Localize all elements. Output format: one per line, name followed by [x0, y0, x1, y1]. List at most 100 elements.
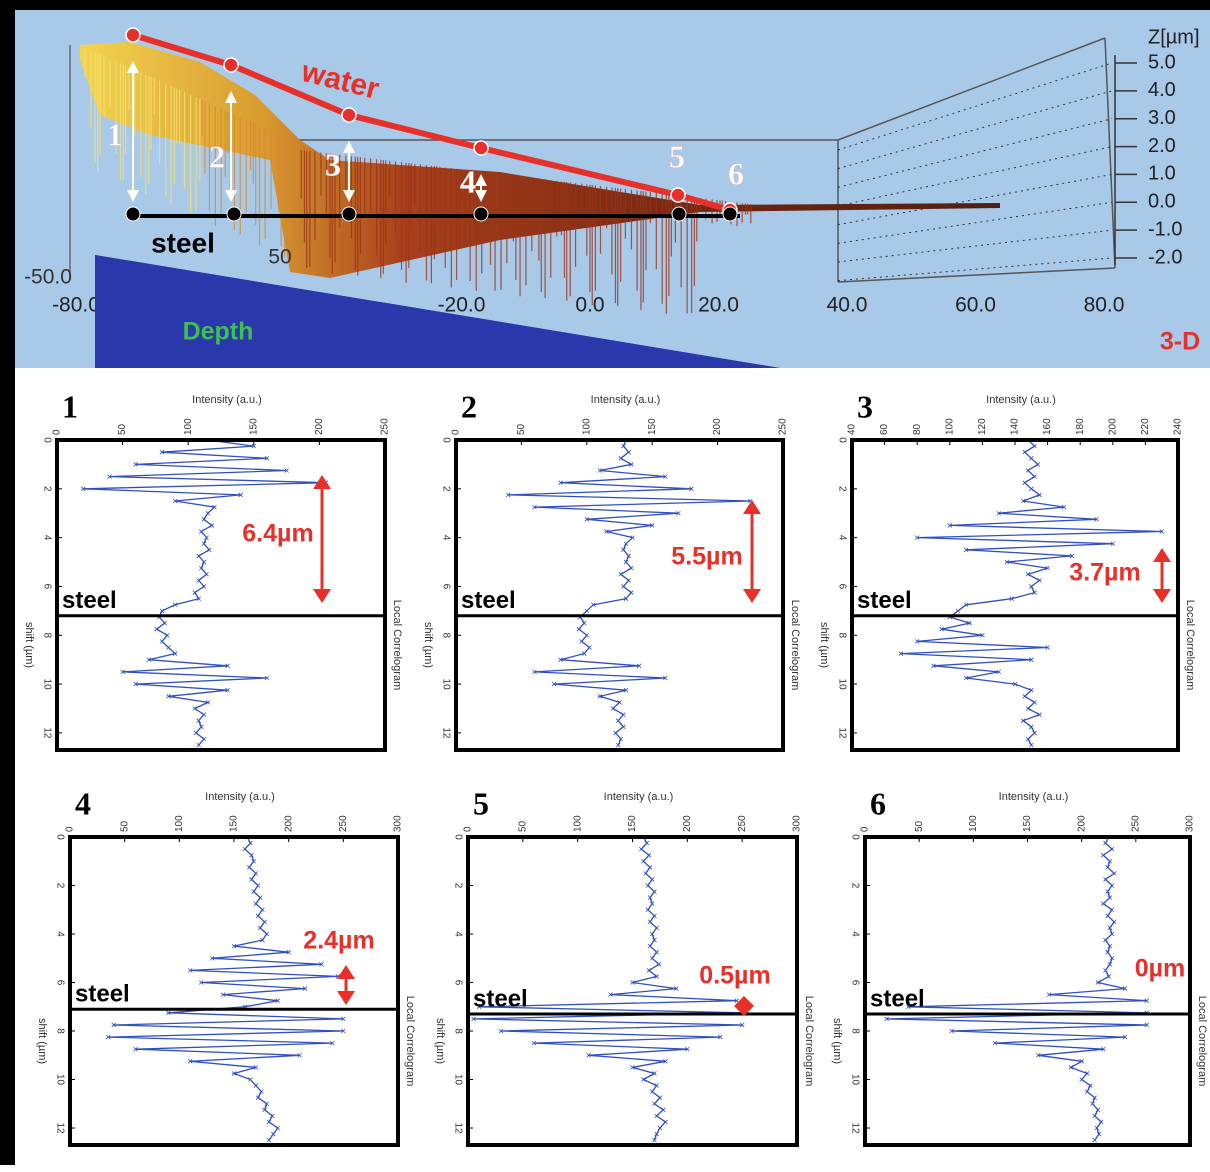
z-tick-label: 5.0	[1148, 51, 1176, 73]
distance-label: 0.5µm	[699, 962, 770, 990]
figure: 5.04.03.02.01.00.0-1.0-2.0Z[µm]-80.0-20.…	[0, 0, 1210, 1172]
steel-label: steel	[857, 587, 912, 614]
intensity-axis-title: Intensity (a.u.)	[205, 791, 275, 803]
intensity-tick-label: 50	[117, 423, 128, 435]
shift-tick-label: 2	[54, 883, 65, 889]
intensity-axis-title: Intensity (a.u.)	[192, 394, 262, 406]
intensity-tick-label: 150	[647, 418, 658, 435]
water-point	[671, 188, 685, 202]
steel-point	[672, 207, 686, 221]
z-tick-label: 3.0	[1148, 107, 1176, 129]
right-title: Local Correlogram	[803, 996, 815, 1086]
point-label: 3	[325, 146, 341, 182]
steel-label: steel	[870, 985, 925, 1012]
right-title: Local Correlogram	[404, 996, 416, 1086]
water-point	[224, 58, 238, 72]
shift-tick-label: 12	[440, 727, 451, 739]
intensity-tick-label: 100	[572, 815, 583, 832]
panel-number: 5	[473, 785, 489, 821]
shift-tick-label: 0	[41, 437, 52, 443]
shift-tick-label: 10	[452, 1074, 463, 1086]
intensity-tick-label: 120	[977, 418, 988, 435]
intensity-tick-label: 150	[248, 418, 259, 435]
shift-tick-label: 2	[849, 883, 860, 889]
intensity-axis-title: Intensity (a.u.)	[986, 394, 1056, 406]
panel-number: 4	[75, 785, 91, 821]
intensity-tick-label: 60	[879, 423, 890, 435]
shift-tick-label: 8	[452, 1028, 463, 1034]
shift-axis-title: shift (µm)	[23, 622, 35, 668]
intensity-tick-label: 200	[1107, 418, 1118, 435]
intensity-tick-label: 50	[516, 423, 527, 435]
shift-tick-label: 4	[440, 535, 451, 541]
x-tick-label: 60.0	[955, 294, 996, 317]
point-label: 4	[460, 163, 476, 199]
right-title: Local Correlogram	[1196, 996, 1208, 1086]
shift-tick-label: 4	[452, 931, 463, 937]
shift-tick-label: 10	[836, 679, 847, 691]
intensity-tick-label: 250	[778, 418, 789, 435]
distance-label: 3.7µm	[1069, 559, 1140, 587]
shift-tick-label: 10	[41, 679, 52, 691]
z-tick-label: 4.0	[1148, 79, 1176, 101]
intensity-tick-label: 160	[1042, 418, 1053, 435]
shift-tick-label: 8	[440, 632, 451, 638]
intensity-tick-label: 0	[451, 429, 462, 435]
water-point	[342, 108, 356, 122]
intensity-tick-label: 50	[517, 820, 528, 832]
x-tick-label: 40.0	[827, 294, 868, 317]
shift-tick-label: 6	[849, 980, 860, 986]
steel-label: steel	[75, 981, 130, 1008]
panel-number: 3	[857, 388, 873, 424]
intensity-tick-label: 300	[393, 815, 404, 832]
x-tick-label: 20.0	[698, 294, 739, 317]
x-tick-label: 0.0	[575, 294, 604, 317]
intensity-tick-label: 250	[737, 815, 748, 832]
shift-tick-label: 6	[41, 584, 52, 590]
panel-number: 1	[62, 388, 78, 424]
intensity-tick-label: 250	[1130, 815, 1141, 832]
view-label: 3-D	[1160, 328, 1200, 356]
z-tick-label: -2.0	[1148, 246, 1182, 268]
intensity-tick-label: 0	[52, 429, 63, 435]
right-title: Local Correlogram	[391, 600, 403, 690]
distance-label: 0µm	[1135, 955, 1186, 983]
x-tick-label: -80.0	[52, 294, 100, 317]
intensity-tick-label: 100	[581, 418, 592, 435]
shift-tick-label: 12	[836, 727, 847, 739]
shift-tick-label: 2	[836, 486, 847, 492]
water-point	[126, 28, 140, 42]
intensity-axis-title: Intensity (a.u.)	[999, 791, 1069, 803]
water-point	[474, 141, 488, 155]
intensity-axis-title: Intensity (a.u.)	[591, 394, 661, 406]
intensity-tick-label: 50	[914, 820, 925, 832]
intensity-tick-label: 150	[627, 815, 638, 832]
intensity-tick-label: 100	[944, 418, 955, 435]
shift-tick-label: 2	[440, 486, 451, 492]
depth-tick-label: -50.0	[24, 266, 72, 289]
shift-tick-label: 8	[849, 1028, 860, 1034]
intensity-tick-label: 150	[1022, 815, 1033, 832]
shift-tick-label: 0	[836, 437, 847, 443]
intensity-tick-label: 0	[860, 826, 871, 832]
point-label: 2	[209, 138, 225, 174]
shift-tick-label: 10	[849, 1074, 860, 1086]
z-tick-label: 1.0	[1148, 163, 1176, 185]
intensity-tick-label: 140	[1010, 418, 1021, 435]
intensity-tick-label: 100	[183, 418, 194, 435]
shift-tick-label: 0	[440, 437, 451, 443]
steel-point	[126, 207, 140, 221]
z-tick-label: 0.0	[1148, 191, 1176, 213]
intensity-tick-label: 250	[380, 418, 391, 435]
shift-tick-label: 4	[836, 535, 847, 541]
depth-tick-label: 50	[268, 246, 291, 269]
depth-label: Depth	[183, 318, 254, 346]
intensity-tick-label: 100	[968, 815, 979, 832]
steel-label: steel	[461, 587, 516, 614]
z-axis-label: Z[µm]	[1148, 26, 1200, 48]
shift-axis-title: shift (µm)	[434, 1018, 446, 1064]
intensity-tick-label: 50	[119, 820, 130, 832]
shift-tick-label: 4	[849, 931, 860, 937]
steel-label: steel	[151, 227, 215, 258]
intensity-tick-label: 200	[314, 418, 325, 435]
